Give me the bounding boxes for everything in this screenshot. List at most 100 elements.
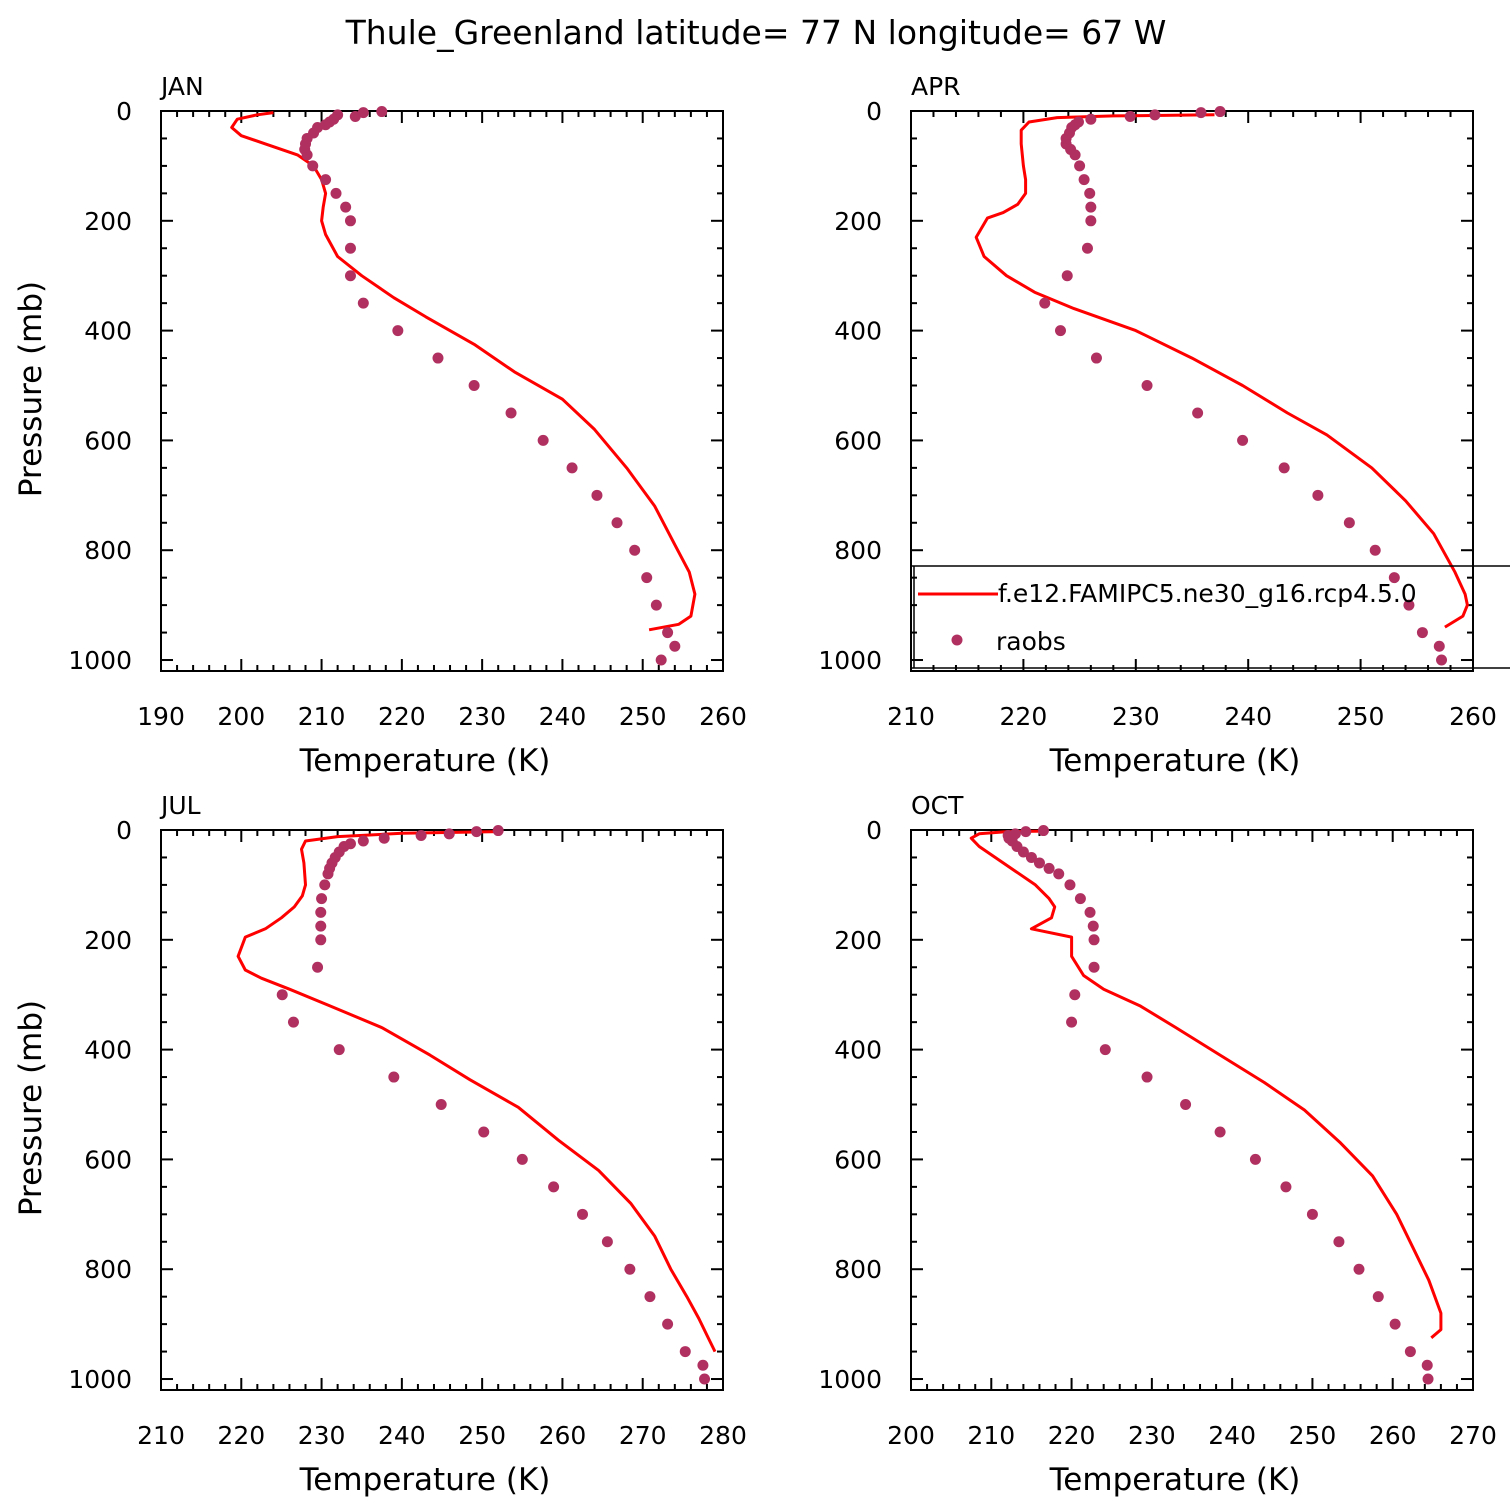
obs-point <box>316 893 328 905</box>
obs-point <box>1312 489 1324 501</box>
obs-point <box>301 149 313 161</box>
obs-point <box>697 1359 709 1371</box>
y-tick-label: 600 <box>834 1145 882 1174</box>
obs-point <box>1069 989 1081 1001</box>
x-tick-label: 250 <box>1337 702 1385 731</box>
model-line-apr <box>974 113 1469 629</box>
obs-point <box>601 1236 613 1248</box>
panel-title-apr: APR <box>911 72 961 101</box>
obs-point <box>330 187 342 199</box>
obs-point <box>1124 110 1136 122</box>
x-tick-label: 230 <box>1112 702 1160 731</box>
obs-point <box>650 599 662 611</box>
panel-jul: JUL 210 220 230 240 250 260 270 280 0 200 400 600 800… <box>13 791 747 1498</box>
obs-point <box>1306 1208 1318 1220</box>
obs-point <box>276 989 288 1001</box>
x-tick-label: 270 <box>1449 1421 1497 1450</box>
plot-frame-apr <box>910 110 1474 672</box>
obs-point <box>591 489 603 501</box>
panel-title-jul: JUL <box>159 791 201 820</box>
x-tick-label: 240 <box>539 702 587 731</box>
x-tick-label: 220 <box>1048 1421 1096 1450</box>
y-tick-label: 800 <box>84 536 132 565</box>
obs-point <box>468 380 480 392</box>
x-tick-label: 250 <box>619 702 667 731</box>
obs-point <box>1078 174 1090 186</box>
obs-point <box>679 1346 691 1358</box>
obs-point <box>1084 906 1096 918</box>
obs-point <box>344 215 356 227</box>
x-tick-label: 240 <box>1224 702 1272 731</box>
x-axis-label-apr: Temperature (K) <box>1049 743 1301 779</box>
y-tick-label: 1000 <box>68 646 132 675</box>
x-tick-label: 220 <box>378 702 426 731</box>
x-axis-label-jul: Temperature (K) <box>299 1462 551 1498</box>
x-tick-label: 230 <box>298 1421 346 1450</box>
obs-point <box>516 1153 528 1165</box>
obs-point <box>1192 407 1204 419</box>
x-tick-label: 220 <box>1000 702 1048 731</box>
x-tick-label: 200 <box>217 702 265 731</box>
obs-point <box>1037 825 1049 837</box>
obs-point <box>1085 201 1097 213</box>
obs-point <box>319 879 331 891</box>
x-tick-label: 230 <box>458 702 506 731</box>
x-tick-label: 210 <box>137 1421 185 1450</box>
obs-point <box>669 640 681 652</box>
obs-point <box>1141 1071 1153 1083</box>
obs-point <box>624 1263 636 1275</box>
obs-point <box>435 1099 447 1111</box>
y-tick-label: 600 <box>84 1145 132 1174</box>
obs-point <box>1033 857 1045 869</box>
obs-point <box>432 352 444 364</box>
obs-point <box>322 868 334 880</box>
obs-point <box>344 270 356 282</box>
obs-point <box>1053 868 1065 880</box>
obs-point <box>376 106 388 118</box>
obs-point <box>1237 434 1249 446</box>
x-axis-label-oct: Temperature (K) <box>1049 1462 1301 1498</box>
y-tick-label: 600 <box>834 426 882 455</box>
x-tick-label: 270 <box>619 1421 667 1450</box>
obs-point <box>315 920 327 932</box>
y-tick-label: 400 <box>84 1036 132 1065</box>
y-axis-label-jan: Pressure (mb) <box>13 281 49 497</box>
x-tick-label: 210 <box>887 702 935 731</box>
plot-frame-jul <box>160 829 724 1391</box>
obs-point <box>443 828 455 840</box>
obs-point <box>1416 627 1428 639</box>
obs-point <box>357 297 369 309</box>
obs-point <box>611 517 623 529</box>
obs-point <box>1278 462 1290 474</box>
obs-point <box>1343 517 1355 529</box>
obs-point <box>655 654 667 666</box>
x-tick-label: 230 <box>1128 1421 1176 1450</box>
x-tick-label: 240 <box>1208 1421 1256 1450</box>
obs-point <box>1088 934 1100 946</box>
panel-title-jan: JAN <box>159 72 204 101</box>
obs-point <box>357 835 369 847</box>
x-tick-label: 210 <box>967 1421 1015 1450</box>
x-tick-label: 260 <box>699 702 747 731</box>
y-tick-label: 0 <box>866 97 882 126</box>
obs-point <box>1372 1291 1384 1303</box>
obs-point <box>1389 1318 1401 1330</box>
model-line-jul <box>236 830 717 1353</box>
obs-point <box>478 1126 490 1138</box>
x-tick-label: 240 <box>378 1421 426 1450</box>
x-tick-label: 190 <box>137 702 185 731</box>
y-tick-label: 0 <box>866 816 882 845</box>
obs-point <box>1039 297 1051 309</box>
y-tick-label: 1000 <box>818 646 882 675</box>
obs-point <box>1085 215 1097 227</box>
obs-point <box>320 174 332 186</box>
obs-point <box>1099 1044 1111 1056</box>
obs-point <box>1333 1236 1345 1248</box>
y-tick-label: 200 <box>834 207 882 236</box>
y-tick-label: 1000 <box>818 1365 882 1394</box>
x-tick-label: 220 <box>217 1421 265 1450</box>
y-tick-label: 400 <box>834 317 882 346</box>
figure-title: Thule_Greenland latitude= 77 N longitude… <box>345 13 1167 52</box>
legend-model-label: f.e12.FAMIPC5.ne30_g16.rcp4.5.0 <box>998 579 1417 608</box>
